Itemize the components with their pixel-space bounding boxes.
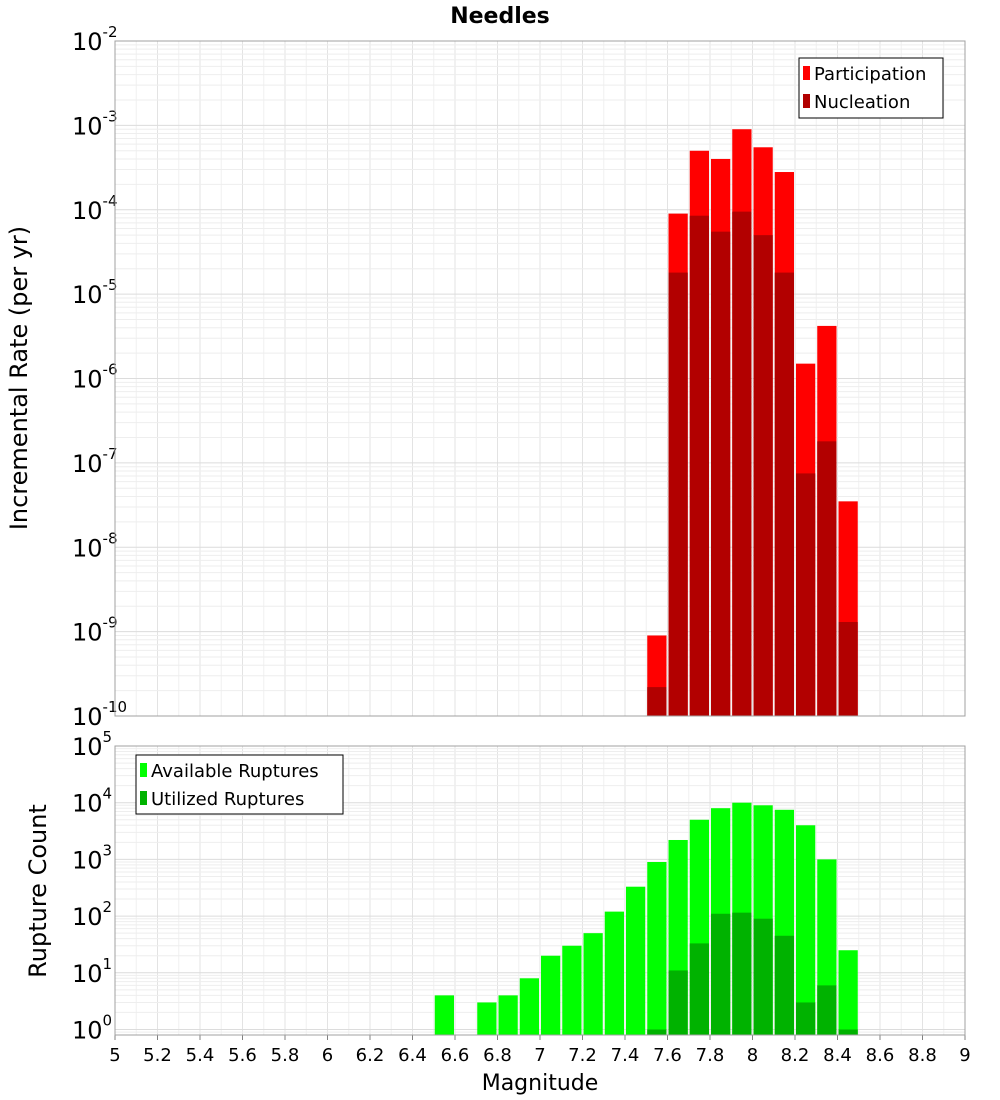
count-plot-border [114, 745, 966, 1036]
rate-bar-series2 [689, 215, 709, 717]
x-tick-label: 5 [109, 1045, 120, 1066]
count-bar-series1 [796, 825, 816, 1035]
rate-y-tick-label: 10-7 [72, 445, 118, 478]
count-y-axis-label: Rupture Count [24, 804, 52, 978]
count-bar-series1 [498, 995, 518, 1035]
rate-bars [647, 129, 858, 717]
count-bar-series1 [838, 950, 858, 1035]
rate-legend-box [798, 57, 944, 119]
rate-y-tick-label: 10-10 [72, 698, 127, 731]
rate-bar-series2 [753, 235, 773, 716]
count-y-tick-label: 104 [72, 785, 112, 818]
rate-bar-series2 [668, 272, 688, 716]
x-tick-label: 6.8 [483, 1045, 512, 1066]
legend-available-label: Available Ruptures [151, 761, 319, 782]
legend-participation-swatch [803, 66, 810, 80]
count-legend: Available Ruptures Utilized Ruptures [135, 754, 344, 815]
count-bar-series2 [647, 1029, 667, 1035]
count-bar-series2 [774, 935, 794, 1035]
count-bar-series2 [796, 1002, 816, 1035]
x-tick-label: 5.6 [228, 1045, 257, 1066]
count-y-tick-label: 105 [72, 728, 112, 761]
count-x-ticks: 5 5.2 5.4 5.6 5.8 6 6.2 6.4 6.6 6.8 7 7.2 7.4 7.6 7.8 8… [109, 1035, 971, 1066]
count-y-ticks: 100 101 102 103 104 105 [72, 728, 112, 1045]
count-bar-series1 [434, 995, 454, 1035]
x-tick-label: 8.2 [781, 1045, 810, 1066]
rate-y-tick-label: 10-3 [72, 107, 118, 140]
rate-y-tick-label: 10-2 [72, 23, 118, 56]
x-tick-label: 5.4 [186, 1045, 215, 1066]
count-legend-box [135, 754, 344, 815]
count-bar-series2 [753, 918, 773, 1035]
chart-title: Needles [450, 4, 550, 29]
x-tick-label: 9 [959, 1045, 970, 1066]
count-bar-series2 [689, 943, 709, 1035]
x-tick-label: 7.4 [611, 1045, 640, 1066]
x-tick-label: 6.2 [356, 1045, 385, 1066]
rate-bar-series2 [796, 473, 816, 716]
count-bar-series2 [817, 985, 837, 1035]
x-tick-label: 6 [322, 1045, 333, 1066]
legend-participation-label: Participation [814, 64, 926, 85]
count-y-tick-label: 100 [72, 1012, 112, 1045]
rate-y-tick-label: 10-8 [72, 529, 118, 562]
rate-panel: 10-10 10-9 10-8 10-7 10-6 10-5 10-4 10-3 10-2 In… [5, 23, 966, 731]
count-bar-series2 [732, 912, 752, 1035]
rate-bar-series2 [817, 441, 837, 716]
count-bar-series2 [711, 913, 731, 1035]
x-tick-label: 7.2 [568, 1045, 597, 1066]
rate-y-tick-label: 10-6 [72, 361, 118, 394]
x-tick-label: 7.6 [653, 1045, 682, 1066]
rate-y-ticks: 10-10 10-9 10-8 10-7 10-6 10-5 10-4 10-3 10-2 [72, 23, 127, 731]
rate-gridlines [114, 40, 966, 717]
rate-bar-series2 [711, 231, 731, 716]
rate-plot-border [114, 40, 966, 717]
count-y-tick-label: 102 [72, 898, 112, 931]
x-tick-label: 8.4 [823, 1045, 852, 1066]
rate-legend: Participation Nucleation [798, 57, 944, 119]
rate-bar-series2 [647, 687, 667, 716]
x-axis-label: Magnitude [482, 1071, 599, 1096]
count-y-tick-label: 103 [72, 841, 112, 874]
x-tick-label: 8.8 [908, 1045, 937, 1066]
count-bars [434, 802, 858, 1035]
rate-y-tick-label: 10-5 [72, 276, 118, 309]
count-bar-series1 [626, 886, 646, 1035]
legend-available-swatch [140, 763, 147, 777]
x-tick-label: 6.6 [441, 1045, 470, 1066]
rate-bar-series2 [838, 622, 858, 716]
count-bar-series1 [647, 861, 667, 1035]
count-bar-series1 [541, 955, 561, 1035]
count-bar-series1 [519, 978, 539, 1035]
legend-utilized-label: Utilized Ruptures [151, 789, 304, 810]
legend-nucleation-swatch [803, 94, 810, 108]
rate-bar-series2 [732, 211, 752, 716]
count-bar-series1 [604, 911, 624, 1035]
rate-y-tick-label: 10-4 [72, 192, 118, 225]
legend-nucleation-label: Nucleation [814, 92, 910, 113]
x-tick-label: 8.6 [866, 1045, 895, 1066]
x-tick-label: 5.8 [271, 1045, 300, 1066]
rate-y-axis-label: Incremental Rate (per yr) [5, 226, 33, 530]
x-tick-label: 7 [534, 1045, 545, 1066]
x-tick-label: 6.4 [398, 1045, 427, 1066]
x-tick-label: 7.8 [696, 1045, 725, 1066]
count-bar-series1 [477, 1002, 497, 1035]
count-bar-series1 [562, 945, 582, 1035]
count-bar-series1 [583, 933, 603, 1035]
legend-utilized-swatch [140, 791, 147, 805]
rate-bar-series2 [774, 272, 794, 716]
x-tick-label: 8 [747, 1045, 758, 1066]
x-tick-label: 5.2 [143, 1045, 172, 1066]
rate-y-tick-label: 10-9 [72, 614, 118, 647]
count-bar-series2 [668, 970, 688, 1035]
count-y-tick-label: 101 [72, 955, 112, 988]
count-panel: 100 101 102 103 104 105 5 5.2 5.4 5.6 5.8 6 6.2 6.4 6… [24, 728, 971, 1096]
count-bar-series2 [838, 1029, 858, 1035]
